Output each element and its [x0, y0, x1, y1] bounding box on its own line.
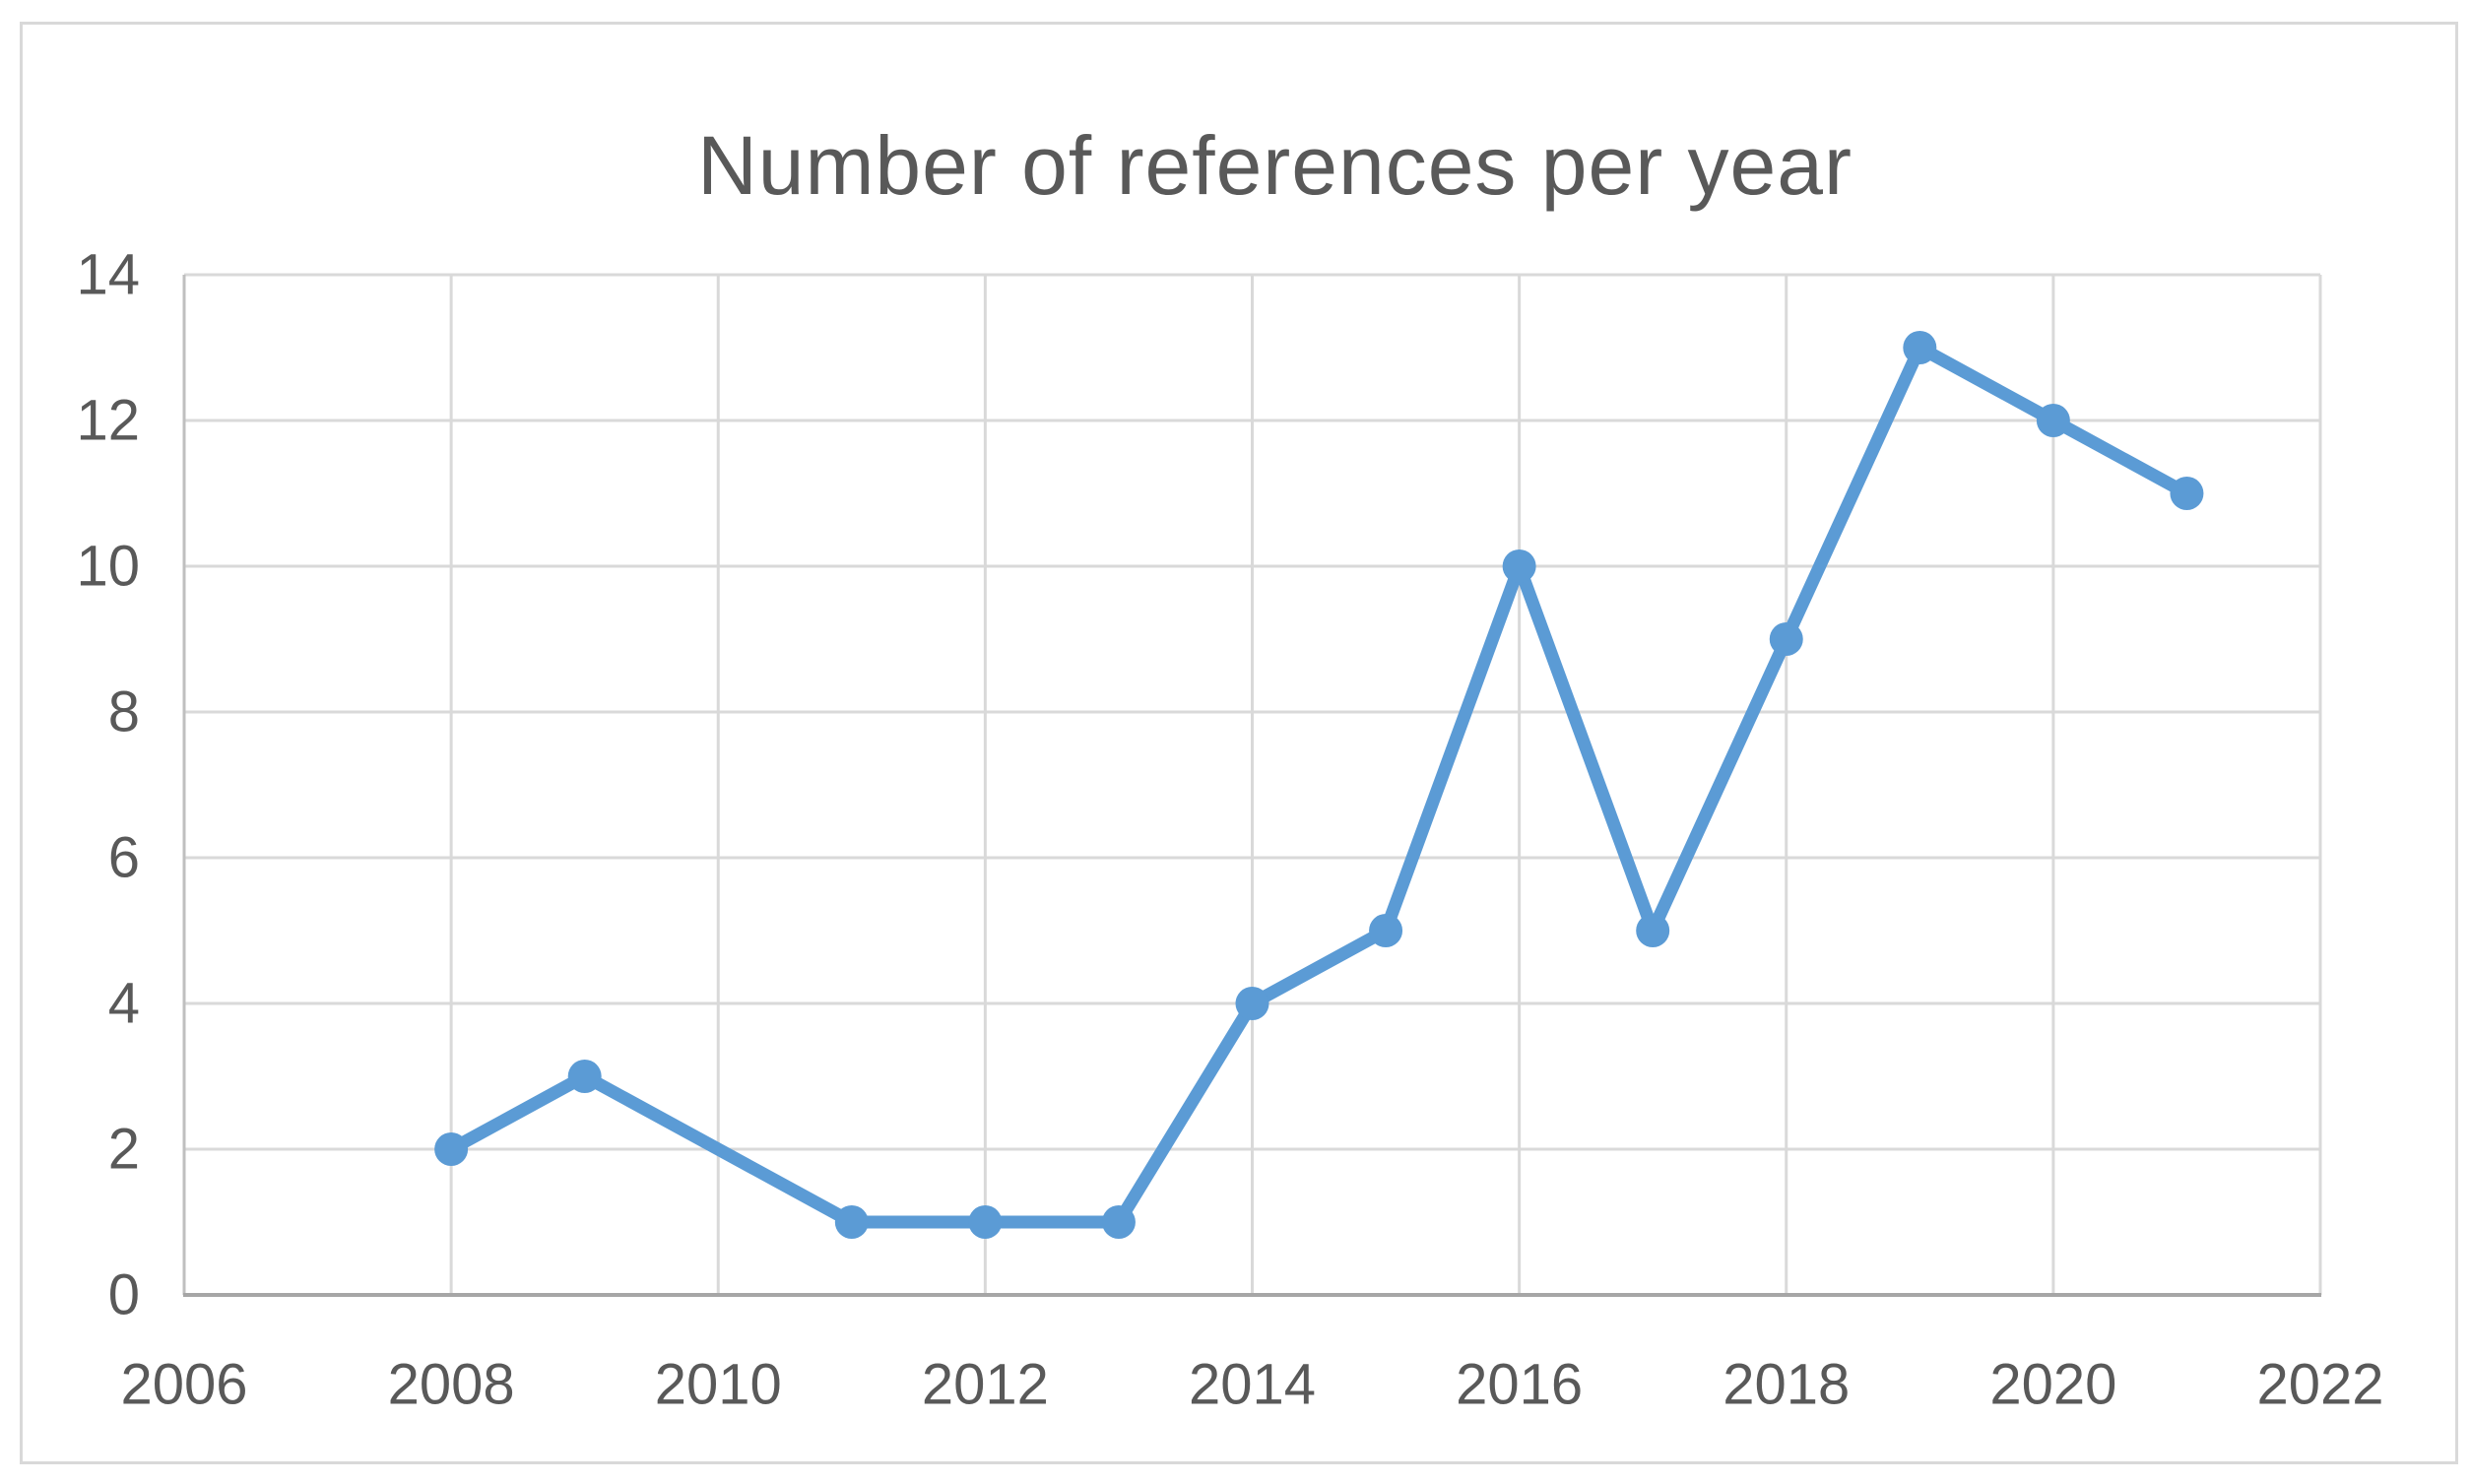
data-point-marker [1636, 914, 1670, 947]
x-tick-label: 2022 [2256, 1353, 2383, 1417]
series-line [444, 341, 2193, 1229]
x-tick-label: 2010 [655, 1353, 782, 1417]
x-tick-label: 2008 [388, 1353, 515, 1417]
x-tick-label: 2016 [1456, 1353, 1583, 1417]
x-tick-label: 2012 [922, 1353, 1049, 1417]
chart-frame: Number of references per year [20, 22, 2458, 1464]
data-point-marker [434, 1132, 469, 1166]
data-point-marker [567, 1060, 602, 1093]
y-tick-label: 14 [76, 243, 140, 307]
y-tick-label: 6 [108, 826, 140, 890]
data-point-marker [2036, 404, 2070, 437]
y-tick-label: 10 [76, 535, 140, 599]
data-point-marker [1369, 914, 1403, 947]
x-tick-label: 2006 [120, 1353, 247, 1417]
y-tick-label: 2 [108, 1118, 140, 1182]
y-tick-label: 4 [108, 972, 140, 1036]
data-point-marker [1769, 622, 1803, 656]
y-tick-label: 8 [108, 680, 140, 744]
data-point-marker [1502, 549, 1536, 583]
data-point-marker [2170, 477, 2204, 510]
data-point-marker [1235, 987, 1269, 1020]
data-point-marker [968, 1205, 1003, 1239]
data-point-marker [1101, 1205, 1136, 1239]
chart-title: Number of references per year [697, 119, 1853, 212]
x-tick-label: 2020 [1989, 1353, 2116, 1417]
x-tick-label: 2018 [1723, 1353, 1850, 1417]
data-point-marker [1903, 331, 1937, 364]
y-tick-label: 0 [108, 1263, 140, 1327]
x-tick-label: 2014 [1189, 1353, 1316, 1417]
data-point-marker [834, 1205, 869, 1239]
y-tick-label: 12 [76, 389, 140, 453]
